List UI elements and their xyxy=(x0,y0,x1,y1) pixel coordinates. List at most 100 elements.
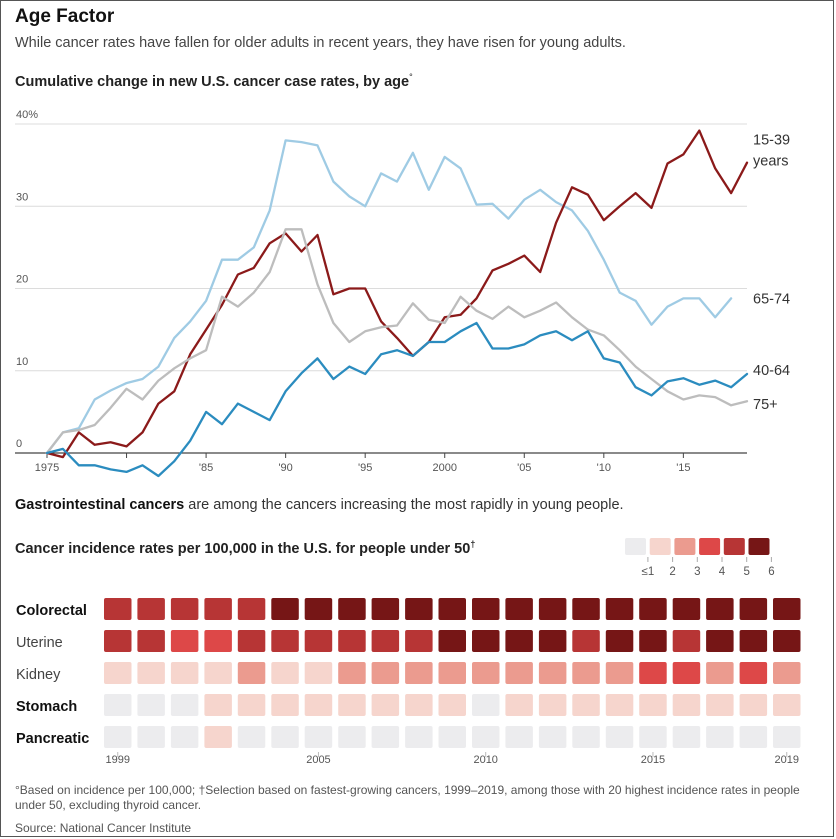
heatmap-cell xyxy=(338,630,366,652)
heatmap-x-tick-label: 2010 xyxy=(473,754,497,766)
legend-swatch xyxy=(748,538,770,555)
heatmap-row-label: Pancreatic xyxy=(16,731,89,747)
heatmap-cell xyxy=(773,598,801,620)
series-line-40-64 xyxy=(45,321,749,478)
heatmap-cell xyxy=(137,630,165,652)
series-line-75- xyxy=(45,228,749,455)
heatmap-cell xyxy=(104,598,132,620)
heatmap-cell xyxy=(706,726,734,748)
legend-swatch xyxy=(723,538,745,555)
heatmap-cell xyxy=(572,598,600,620)
heatmap-cell xyxy=(572,630,600,652)
heatmap-cell xyxy=(271,630,299,652)
heatmap-cell xyxy=(739,694,768,716)
line-chart-title-mark: ° xyxy=(409,72,413,82)
heatmap-cell xyxy=(505,630,533,652)
gi-note-bold: Gastrointestinal cancers xyxy=(15,497,185,513)
heatmap-cell xyxy=(639,598,667,620)
legend-label: 5 xyxy=(743,566,749,578)
heatmap-row-label: Colorectal xyxy=(16,603,87,619)
heatmap-cell xyxy=(605,662,634,684)
legend-label: 4 xyxy=(719,566,726,578)
heatmap-cell xyxy=(472,630,500,652)
legend-label: 3 xyxy=(694,566,700,578)
heatmap-cell xyxy=(672,726,701,748)
heatmap-cell xyxy=(237,630,266,652)
heatmap-cell xyxy=(739,726,768,748)
heatmap-cell xyxy=(237,662,266,684)
legend-label: ≤1 xyxy=(642,566,655,578)
heatmap-cell xyxy=(271,694,299,716)
heatmap-cell xyxy=(605,694,634,716)
heatmap-row-label: Kidney xyxy=(16,667,61,683)
heatmap-cell xyxy=(170,662,199,684)
heatmap-title-mark: † xyxy=(470,539,476,549)
heatmap-cell xyxy=(405,726,433,748)
heatmap-cell xyxy=(773,726,801,748)
heatmap-cell xyxy=(338,694,366,716)
heatmap-cell xyxy=(170,630,199,652)
line-chart: 40% 30 20 10 0 1975 '85 '90 '95 2000 '05 '10 '15 65-7… xyxy=(15,109,790,478)
heatmap-cell xyxy=(472,662,500,684)
line-chart-title-text: Cumulative change in new U.S. cancer cas… xyxy=(15,73,410,90)
series-label: 65-74 xyxy=(753,291,790,307)
heatmap-cell xyxy=(371,662,400,684)
heatmap-cell xyxy=(505,598,533,620)
heatmap-cell xyxy=(438,726,466,748)
series-line-65-74 xyxy=(45,139,733,455)
figure-subtitle: While cancer rates have fallen for older… xyxy=(15,35,626,51)
heatmap-cell xyxy=(204,662,232,684)
heatmap-cell xyxy=(438,630,466,652)
heatmap-cell xyxy=(739,630,768,652)
series-label-line: 75+ xyxy=(753,397,778,413)
heatmap-cell xyxy=(672,598,701,620)
heatmap-cell xyxy=(773,662,801,684)
series-label: 40-64 xyxy=(753,363,790,379)
heatmap-cell xyxy=(538,630,567,652)
heatmap-x-tick-label: 2019 xyxy=(775,754,799,766)
heatmap-x-tick-label: 1999 xyxy=(106,754,130,766)
heatmap-x-tick-label: 2005 xyxy=(306,754,330,766)
heatmap-cell xyxy=(438,662,466,684)
heatmap-cell xyxy=(706,598,734,620)
heatmap-cell xyxy=(472,598,500,620)
legend-label: 6 xyxy=(768,566,774,578)
footnote: °Based on incidence per 100,000; †Select… xyxy=(15,783,800,812)
heatmap-cell xyxy=(605,726,634,748)
heatmap-cell xyxy=(371,726,400,748)
heatmap-cell xyxy=(371,598,400,620)
heatmap-x-tick-label: 2015 xyxy=(641,754,665,766)
heatmap-cell xyxy=(472,694,500,716)
heatmap-cell xyxy=(405,598,433,620)
series-label-line: 15-39 xyxy=(753,133,790,149)
heatmap-cell xyxy=(472,726,500,748)
gi-note: Gastrointestinal cancers are among the c… xyxy=(15,497,624,513)
heatmap-title-text: Cancer incidence rates per 100,000 in th… xyxy=(15,540,471,557)
series-label-line: 40-64 xyxy=(753,363,790,379)
y-tick-label: 10 xyxy=(16,356,28,368)
y-tick-label: 40% xyxy=(16,109,38,121)
heatmap-cell xyxy=(538,662,567,684)
legend-swatch xyxy=(674,538,696,555)
heatmap-cell xyxy=(605,630,634,652)
heatmap-cell xyxy=(237,694,266,716)
heatmap-cell xyxy=(706,662,734,684)
heatmap-cell xyxy=(438,694,466,716)
legend-swatch xyxy=(649,538,671,555)
heatmap-cell xyxy=(672,630,701,652)
heatmap-cell xyxy=(773,694,801,716)
x-tick-label: '05 xyxy=(517,462,531,474)
heatmap-cell xyxy=(304,598,333,620)
heatmap-cell xyxy=(104,726,132,748)
heatmap-cell xyxy=(170,694,199,716)
source: Source: National Cancer Institute xyxy=(15,821,192,835)
gi-note-rest: are among the cancers increasing the mos… xyxy=(184,497,624,513)
heatmap-cell xyxy=(538,598,567,620)
heatmap-cell xyxy=(204,726,232,748)
legend-swatch xyxy=(625,538,646,555)
heatmap-cell xyxy=(438,598,466,620)
heatmap-cell xyxy=(672,694,701,716)
heatmap-cell xyxy=(271,598,299,620)
line-chart-title: Cumulative change in new U.S. cancer cas… xyxy=(15,72,413,90)
